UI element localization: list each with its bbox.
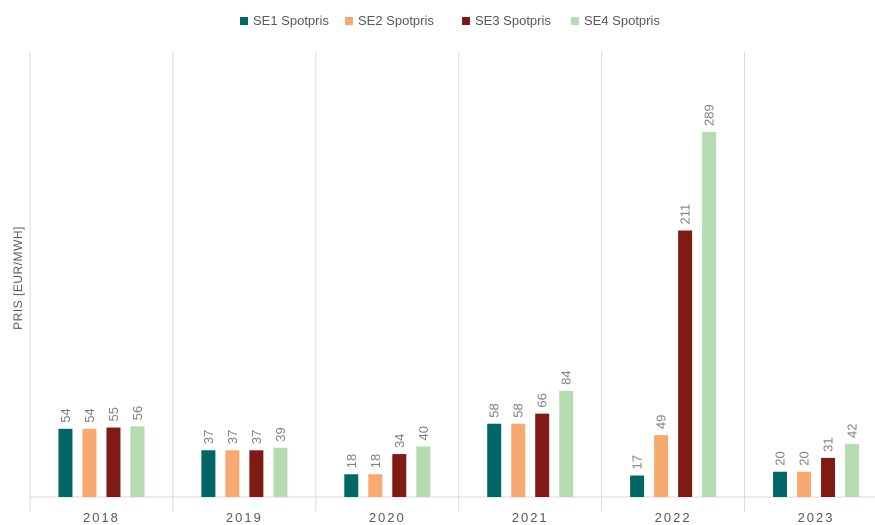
data-label: 37 (201, 430, 216, 444)
data-label: 37 (225, 430, 240, 444)
data-label: 289 (702, 104, 717, 126)
data-label: 39 (273, 427, 288, 441)
x-tick-label-2019: 2019 (226, 510, 263, 525)
data-label: 54 (82, 408, 97, 422)
legend-entry: SE3 Spotpris (475, 13, 551, 28)
bar-2020-se1 (344, 474, 359, 497)
bar-2022-se1 (630, 475, 645, 497)
bar-2022-se2 (654, 435, 669, 497)
data-label: 18 (344, 454, 359, 468)
bar-2019-se1 (201, 450, 216, 497)
bar-2023-se3 (821, 457, 836, 497)
bar-2019-se2 (225, 450, 240, 497)
data-label: 20 (773, 451, 788, 465)
data-label: 49 (654, 415, 669, 429)
data-label: 17 (630, 455, 645, 469)
bar-2020-se3 (392, 454, 407, 497)
data-label: 42 (845, 423, 860, 437)
legend-entry: SE2 Spotpris (358, 13, 434, 28)
data-label: 31 (821, 437, 836, 451)
bar-2021-se1 (487, 423, 502, 497)
bar-2018-se2 (82, 428, 97, 497)
legend-swatch (462, 17, 470, 25)
bar-2021-se2 (511, 423, 526, 497)
data-label: 20 (797, 451, 812, 465)
bar-2021-se3 (535, 413, 550, 497)
data-label: 56 (130, 406, 145, 420)
bar-2019-se3 (249, 450, 264, 497)
data-label: 58 (487, 403, 502, 417)
bar-2020-se2 (368, 474, 383, 497)
x-tick-label-2018: 2018 (83, 510, 120, 525)
bar-2022-se4 (702, 132, 717, 497)
data-label: 54 (58, 408, 73, 422)
data-label: 40 (416, 426, 431, 440)
data-label: 84 (559, 370, 574, 384)
legend-swatch (240, 17, 248, 25)
legend-entry: SE1 Spotpris (253, 13, 329, 28)
legend-swatch (571, 17, 579, 25)
x-tick-label-2020: 2020 (369, 510, 406, 525)
bar-2023-se2 (797, 471, 812, 497)
bar-2022-se3 (678, 230, 693, 497)
data-label: 66 (535, 393, 550, 407)
y-axis-title: PRIS [EUR/MWH] (11, 226, 25, 330)
bar-2021-se4 (559, 390, 574, 497)
data-label: 34 (392, 434, 407, 448)
bar-2018-se4 (130, 426, 145, 497)
legend-entry: SE4 Spotpris (584, 13, 660, 28)
bar-2023-se1 (773, 471, 788, 497)
data-label: 55 (106, 407, 121, 421)
data-label: 37 (249, 430, 264, 444)
legend: SE1 Spotpris SE2 Spotpris SE3 Spotpris SE4 … (240, 13, 660, 28)
bar-2019-se4 (273, 447, 288, 497)
bar-2018-se1 (58, 428, 73, 497)
legend-swatch (345, 17, 353, 25)
bar-2018-se3 (106, 427, 121, 497)
x-tick-label-2022: 2022 (655, 510, 692, 525)
data-label: 58 (511, 403, 526, 417)
bar-2020-se4 (416, 446, 431, 497)
data-label: 211 (678, 204, 693, 225)
x-tick-label-2021: 2021 (512, 510, 549, 525)
data-label: 18 (368, 454, 383, 468)
bar-2023-se4 (845, 443, 860, 497)
x-tick-label-2023: 2023 (798, 510, 835, 525)
